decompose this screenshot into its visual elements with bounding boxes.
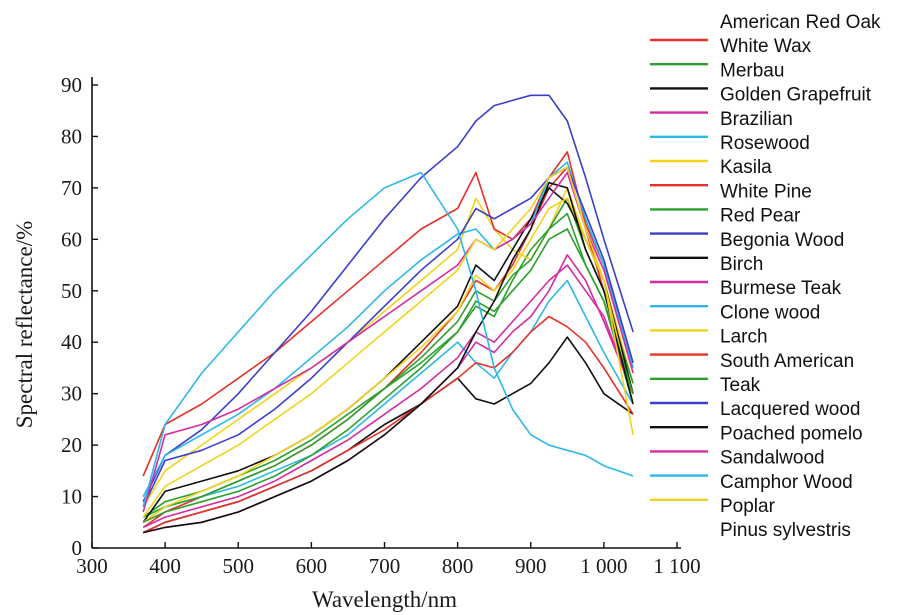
legend-label: Birch (720, 254, 763, 275)
y-tick-label: 90 (61, 73, 82, 97)
legend-label: South American (720, 351, 854, 372)
series-line-12 (142, 161, 634, 497)
legend-label: Burmese Teak (720, 278, 842, 299)
y-tick-label: 30 (61, 382, 82, 406)
series-line-15 (142, 228, 634, 524)
x-tick-label: 300 (76, 554, 108, 578)
series-line-19 (142, 171, 634, 508)
series-line-18 (142, 171, 634, 513)
series-line-8 (142, 197, 634, 518)
legend-label: White Wax (720, 36, 812, 57)
y-tick-label: 40 (61, 330, 82, 354)
legend-label: Sandalwood (720, 448, 825, 469)
legend-label: Poplar (720, 496, 776, 517)
series-line-16 (142, 166, 634, 508)
y-axis-title: Spectral reflectance/% (12, 221, 37, 429)
y-tick-label: 50 (61, 279, 82, 303)
legend-label: Camphor Wood (720, 472, 853, 493)
legend-label: White Pine (720, 181, 812, 202)
legend-label: Rosewood (720, 133, 810, 154)
y-tick-label: 60 (61, 227, 82, 251)
series-line-17 (143, 181, 634, 534)
legend-label: Brazilian (720, 109, 793, 130)
x-tick-label: 1 000 (580, 554, 627, 578)
y-tick-label: 70 (61, 176, 82, 200)
legend-label: Poached pomelo (720, 423, 863, 444)
legend-label: Merbau (720, 60, 784, 81)
legend-label: Kasila (720, 157, 772, 178)
x-tick-label: 500 (223, 554, 255, 578)
series-line-20 (142, 166, 634, 518)
legend-label: Begonia Wood (720, 230, 844, 251)
x-tick-label: 400 (149, 554, 181, 578)
x-tick-label: 600 (296, 554, 328, 578)
y-tick-label: 0 (72, 536, 83, 560)
y-tick-label: 10 (61, 485, 82, 509)
x-tick-label: 800 (442, 554, 474, 578)
x-tick-label: 700 (369, 554, 401, 578)
x-axis-title: Wavelength/nm (312, 587, 457, 612)
series-line-5 (142, 279, 634, 523)
legend-label: Pinus sylvestris (720, 520, 851, 541)
legend-label: Larch (720, 327, 768, 348)
legend-label: American Red Oak (720, 12, 881, 33)
y-tick-label: 20 (61, 433, 82, 457)
series-line-14 (142, 315, 634, 534)
x-tick-label: 900 (515, 554, 547, 578)
series-line-9 (142, 94, 634, 503)
legend: American Red Oak White Wax Merbau Golden Gr… (650, 12, 881, 541)
legend-label: Golden Grapefruit (720, 85, 872, 106)
series-line-7 (142, 151, 634, 477)
x-tick-label: 1 100 (653, 554, 700, 578)
y-tick-label: 80 (61, 124, 82, 148)
series-line-11 (142, 264, 634, 529)
plot-lines (142, 94, 634, 534)
legend-label: Teak (720, 375, 761, 396)
series-line-10 (142, 187, 634, 523)
legend-label: Lacquered wood (720, 399, 861, 420)
axes: 300 400 500 600 700 800 900 1 000 1 100010203040… (61, 73, 701, 578)
legend-label: Red Pear (720, 206, 801, 227)
series-line-13 (142, 197, 634, 523)
series-line-2 (142, 212, 634, 518)
legend-label: Clone wood (720, 302, 820, 323)
